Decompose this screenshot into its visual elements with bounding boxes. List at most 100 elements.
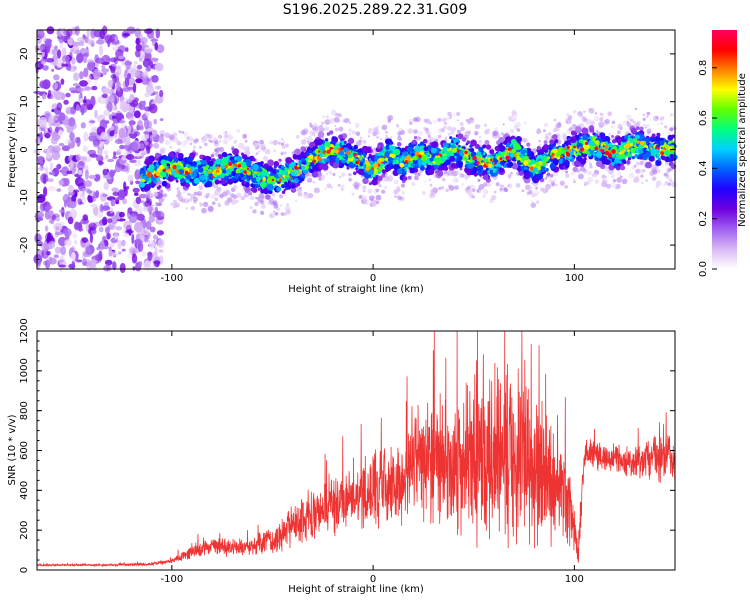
spectrogram-cell (283, 140, 286, 143)
spectrogram-cell (565, 170, 568, 174)
spectrogram-cell (202, 137, 208, 142)
spectrogram-cell (110, 66, 116, 74)
spectrogram-cell (236, 128, 241, 133)
spectrogram-cell (300, 151, 304, 155)
spectrogram-cell (60, 245, 67, 256)
spectrogram-cell (398, 189, 401, 192)
spectrogram-cell (176, 148, 181, 153)
spectrogram-cell (498, 145, 506, 152)
spectrogram-cell (67, 216, 74, 225)
spectrogram-cell (590, 141, 595, 147)
spectrogram-cell (111, 115, 117, 119)
spectrogram-cell (210, 140, 214, 144)
spectrogram-cell (430, 192, 434, 196)
spectrogram-cell (321, 152, 324, 155)
spectrogram-cell (387, 115, 394, 121)
spectrogram-cell (507, 184, 510, 187)
spectrogram-cell (113, 232, 119, 240)
spectrogram-cell (530, 187, 533, 190)
spectrogram-cell (254, 145, 259, 151)
spectrogram-cell (380, 138, 383, 140)
spectrogram-cell (516, 128, 521, 132)
spectrogram-cell (128, 213, 138, 224)
spectrogram-cell (56, 102, 63, 111)
spectrogram-cell (362, 185, 367, 190)
spectrogram-cell (646, 115, 649, 118)
spectrogram-cell (202, 157, 206, 161)
spectrogram-cell (412, 117, 418, 122)
spectrogram-cell (274, 211, 279, 216)
spectrogram-cell (65, 106, 75, 115)
spectrogram-cell (286, 203, 290, 206)
spectrogram-cell (417, 172, 421, 176)
spectrogram-cell (133, 110, 141, 119)
spectrogram-cell (335, 160, 340, 165)
spectrogram-cell (155, 202, 159, 206)
spectrogram-cell (252, 209, 257, 214)
spectrogram-cell (51, 48, 59, 56)
spectrogram-cell (284, 143, 289, 148)
spectrogram-cell (244, 133, 247, 136)
spectrogram-cell (430, 147, 437, 154)
spectrogram-cell (604, 118, 610, 125)
spectrogram-cell (110, 199, 116, 207)
spectrogram-cell (168, 166, 171, 169)
spectrogram-cell (259, 139, 264, 145)
spectrogram-cell (508, 176, 511, 179)
spectrogram-cell (582, 116, 585, 119)
spectrogram-cell (89, 232, 93, 244)
spectrogram-cell (260, 200, 265, 205)
spectrogram-cell (259, 194, 266, 200)
spectrogram-cell (459, 167, 463, 171)
spectrogram-cell (91, 85, 98, 91)
spectrogram-cell (227, 179, 234, 185)
spectrogram-cell (140, 51, 146, 60)
spectrogram-cell (121, 239, 126, 247)
spectrogram-cell (255, 196, 258, 200)
spectrogram-cell (383, 175, 390, 182)
spectrogram-cell (658, 169, 661, 173)
spectrogram-cell (107, 218, 113, 224)
spectrogram-cell (428, 178, 432, 182)
spectrogram-cell (595, 160, 603, 168)
spectrogram-cell (656, 153, 661, 157)
spectrogram-cell (46, 148, 51, 157)
spectrogram-cell (478, 187, 481, 190)
spectrogram-cell (612, 179, 617, 183)
spectrogram-cell (245, 150, 251, 156)
spectrogram-cell (94, 54, 99, 63)
spectrogram-cell (553, 178, 557, 182)
spectrogram-cell (178, 147, 182, 150)
spectrogram-cell (107, 79, 114, 88)
spectrogram-cell (109, 169, 115, 178)
spectrogram-cell (617, 149, 621, 153)
spectrogram-cell (499, 184, 503, 188)
spectrogram-cell (476, 189, 480, 193)
spectrogram-cell (147, 251, 152, 257)
spectrogram-cell (69, 132, 75, 141)
spectrogram-cell (421, 161, 427, 166)
spectrogram-cell (351, 130, 356, 135)
spectrogram-cell (221, 151, 228, 158)
spectrogram-cell (326, 115, 329, 119)
spectrogram-cell (321, 177, 326, 181)
spectrogram-cell (102, 216, 108, 226)
spectrogram-cell (159, 89, 164, 98)
spectrogram-cell (167, 175, 174, 182)
spectrogram-cell (561, 143, 566, 148)
spectrogram-cell (627, 157, 632, 161)
spectrogram-cell (304, 175, 310, 181)
spectrogram-cell (135, 43, 142, 52)
spectrogram-cell (565, 159, 569, 163)
spectrogram-cell (108, 242, 115, 248)
spectrogram-cell (44, 132, 51, 139)
spectrogram-cell (154, 41, 158, 51)
spectrogram-cell (88, 174, 96, 180)
spectrogram-cell (510, 171, 513, 175)
spectrogram-cell (469, 194, 474, 199)
spectrogram-cell (482, 182, 488, 187)
spectrogram-cell (349, 138, 355, 144)
spectrogram-cell (176, 193, 180, 198)
spectrogram-cell (526, 142, 531, 147)
